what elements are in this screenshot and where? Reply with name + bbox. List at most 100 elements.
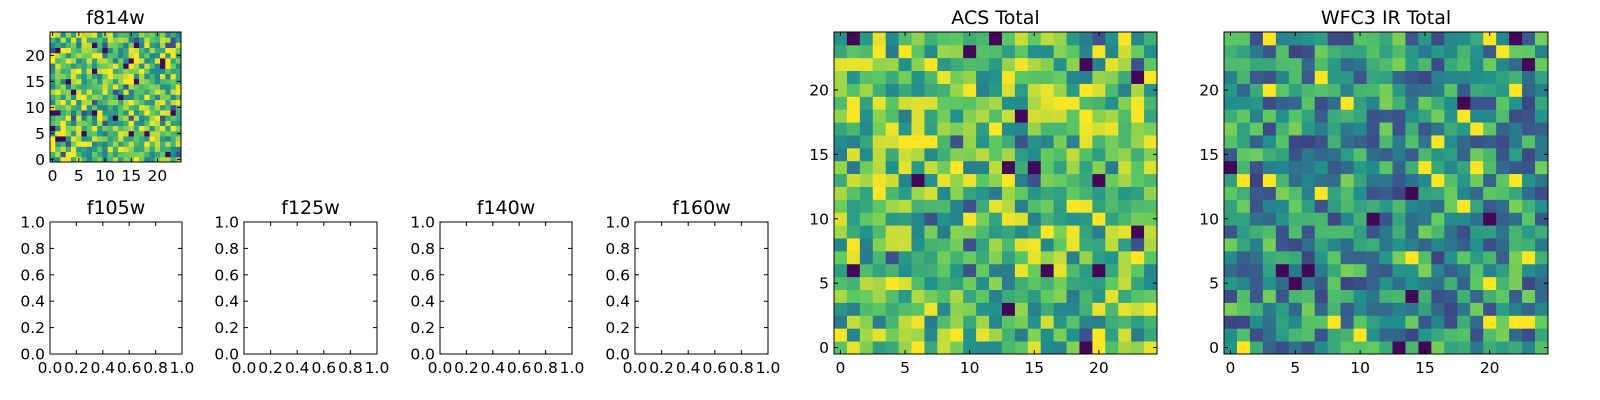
heatmap-cell xyxy=(128,68,135,74)
heatmap-cell xyxy=(160,78,166,85)
heatmap-cell xyxy=(1092,70,1106,84)
heatmap-cell xyxy=(1236,173,1251,187)
heatmap-cell xyxy=(1249,238,1264,252)
heatmap-cell xyxy=(1092,341,1106,355)
heatmap-cell xyxy=(60,130,67,137)
heatmap-cell xyxy=(1535,96,1549,110)
heatmap-cell xyxy=(133,110,140,116)
heatmap-cell xyxy=(1066,70,1080,84)
heatmap-cell xyxy=(170,120,177,126)
heatmap-cell xyxy=(963,70,977,84)
heatmap-cell xyxy=(1431,44,1445,59)
heatmap-cell xyxy=(60,37,67,43)
heatmap-cell xyxy=(1379,238,1393,252)
heatmap-cell xyxy=(81,73,88,80)
heatmap-cell xyxy=(170,104,177,111)
heatmap-cell xyxy=(1301,289,1316,303)
heatmap-cell xyxy=(976,147,990,162)
heatmap-cell xyxy=(1105,173,1119,187)
heatmap-cell xyxy=(139,120,145,126)
heatmap-cell xyxy=(1001,302,1016,316)
heatmap-cell xyxy=(133,37,140,43)
heatmap-cell xyxy=(976,302,990,316)
heatmap-cell xyxy=(1224,250,1238,265)
heatmap-cell xyxy=(149,73,156,80)
heatmap-cell xyxy=(885,57,899,72)
heatmap-cell xyxy=(976,70,990,84)
heatmap-cell xyxy=(1131,122,1145,136)
heatmap-cell xyxy=(1092,32,1106,46)
heatmap-cell xyxy=(112,110,119,116)
heatmap-cell xyxy=(149,47,156,54)
heatmap-cell xyxy=(872,122,887,136)
heatmap-cell xyxy=(1522,276,1536,290)
heatmap-cell xyxy=(872,32,887,46)
heatmap-cell xyxy=(885,135,899,149)
heatmap-cell xyxy=(1366,238,1380,252)
heatmap-cell xyxy=(102,84,109,90)
heatmap-cell xyxy=(1418,263,1432,278)
heatmap-cell xyxy=(139,125,145,132)
heatmap-cell xyxy=(898,32,912,46)
axes-frame xyxy=(439,221,573,355)
heatmap-cell xyxy=(1105,276,1119,290)
heatmap-cell xyxy=(1509,96,1523,110)
heatmap-cell xyxy=(123,52,129,59)
heatmap-cell xyxy=(1366,263,1380,278)
heatmap-cell xyxy=(1053,96,1067,110)
heatmap-cell xyxy=(911,212,925,226)
heatmap-cell xyxy=(1301,302,1316,316)
heatmap-cell xyxy=(165,42,171,48)
heatmap-cell xyxy=(1366,225,1380,239)
heatmap-cell xyxy=(937,199,951,213)
heatmap-cell xyxy=(872,147,887,162)
heatmap-cell xyxy=(60,110,67,116)
heatmap-cell xyxy=(1327,70,1342,84)
heatmap-cell xyxy=(1431,250,1445,265)
heatmap-cell xyxy=(1288,212,1303,226)
heatmap-cell xyxy=(885,122,899,136)
heatmap-cell xyxy=(976,160,990,175)
heatmap-cell xyxy=(989,238,1003,252)
heatmap-cell xyxy=(1457,289,1471,303)
heatmap-cell xyxy=(91,78,98,85)
heatmap-cell xyxy=(1224,83,1238,97)
heatmap-cell xyxy=(1131,109,1145,123)
heatmap-cell xyxy=(60,151,67,158)
heatmap-cell xyxy=(846,32,861,46)
heatmap-cell xyxy=(1431,289,1445,303)
heatmap-cell xyxy=(1431,276,1445,290)
heatmap-cell xyxy=(133,104,140,111)
heatmap-cell xyxy=(107,94,114,100)
heatmap-cell xyxy=(963,96,977,110)
heatmap-cell xyxy=(165,104,171,111)
heatmap-cell xyxy=(1314,315,1329,329)
heatmap-cell xyxy=(846,276,861,290)
heatmap-cell xyxy=(859,289,874,303)
heatmap-cell xyxy=(1522,70,1536,84)
heatmap-cell xyxy=(139,110,145,116)
heatmap-cell xyxy=(175,151,182,158)
heatmap-cell xyxy=(149,146,156,152)
heatmap-cell xyxy=(859,96,874,110)
heatmap-cell xyxy=(160,52,166,59)
heatmap-cell xyxy=(1079,225,1093,239)
heatmap-cell xyxy=(76,110,82,116)
heatmap-cell xyxy=(97,99,103,106)
heatmap-cell xyxy=(898,109,912,123)
heatmap-cell xyxy=(1066,341,1080,355)
heatmap-cell xyxy=(1301,44,1316,59)
heatmap-cell xyxy=(1535,32,1549,46)
heatmap-cell xyxy=(107,58,114,64)
heatmap-cell xyxy=(1131,263,1145,278)
heatmap-cell xyxy=(91,73,98,80)
heatmap-cell xyxy=(1249,328,1264,342)
heatmap-cell xyxy=(107,63,114,69)
heatmap-cell xyxy=(846,328,861,342)
heatmap-cell xyxy=(1353,135,1367,149)
heatmap-cell xyxy=(1353,250,1367,265)
heatmap-cell xyxy=(1040,32,1055,46)
heatmap-cell xyxy=(149,136,156,142)
heatmap-cell xyxy=(1105,238,1119,252)
heatmap-cell xyxy=(165,37,171,43)
